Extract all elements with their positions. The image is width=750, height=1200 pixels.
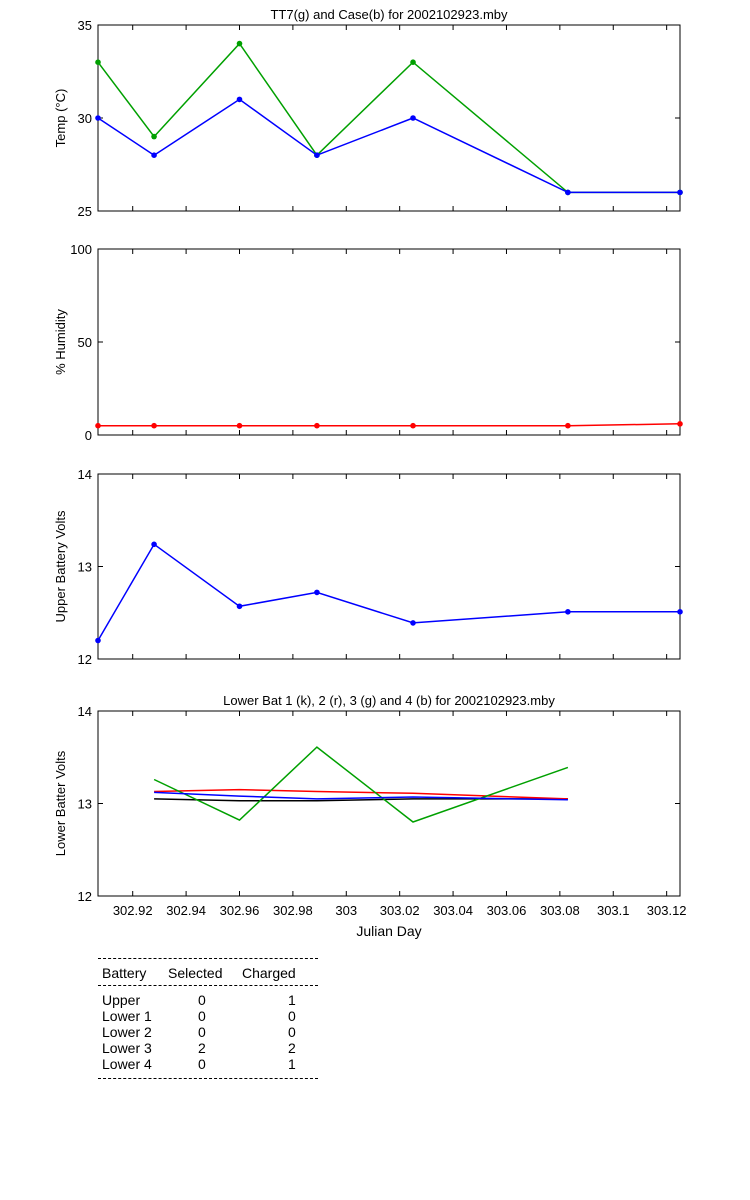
series-line <box>154 798 568 802</box>
y-tick-label: 25 <box>78 204 92 219</box>
data-point <box>151 541 157 548</box>
data-point <box>314 422 320 429</box>
header-battery: Battery <box>102 965 147 981</box>
x-tick-label: 302.96 <box>220 903 260 918</box>
y-tick-label: 14 <box>78 467 92 482</box>
battery-status-table: Battery Selected Charged Upper 0 1 Lower… <box>98 958 318 1079</box>
table-row: Upper 0 1 <box>98 992 318 1008</box>
data-point <box>677 189 683 196</box>
battery-name: Lower 1 <box>102 1008 152 1024</box>
series-line <box>97 42 680 194</box>
panel-3: 12 13 14 Upper Battery Volts <box>53 467 683 667</box>
data-point <box>565 609 571 615</box>
data-point <box>236 96 243 103</box>
plot-frame <box>97 24 681 212</box>
battery-name: Lower 3 <box>102 1040 152 1056</box>
series-line <box>154 791 568 801</box>
battery-name: Lower 2 <box>102 1024 152 1040</box>
charged-value: 0 <box>288 1024 296 1040</box>
y-tick-label: 13 <box>78 560 92 575</box>
selected-value: 0 <box>198 1056 206 1072</box>
y-tick-label: 12 <box>78 889 92 904</box>
data-point <box>236 40 243 47</box>
selected-value: 0 <box>198 992 206 1008</box>
x-tick-label: 303.06 <box>487 903 527 918</box>
x-axis-label: Julian Day <box>356 923 421 939</box>
charged-value: 1 <box>288 1056 296 1072</box>
y-tick-label: 0 <box>85 428 92 443</box>
series-line <box>154 788 568 800</box>
y-axis-label: Upper Battery Volts <box>53 510 68 622</box>
data-point <box>95 59 101 65</box>
data-point <box>236 422 243 429</box>
y-tick-label: 35 <box>78 18 92 33</box>
y-axis-label: Lower Batter Volts <box>53 750 68 856</box>
series-line <box>98 423 681 427</box>
panel-2: 0 50 100 % Humidity <box>53 242 683 443</box>
data-point <box>151 422 157 429</box>
chart-title: TT7(g) and Case(b) for 2002102923.mby <box>270 7 508 22</box>
header-charged: Charged <box>242 965 296 981</box>
x-tick-label: 302.92 <box>113 903 153 918</box>
table-row: Lower 2 0 0 <box>98 1024 318 1040</box>
data-point <box>151 133 157 140</box>
table-rule-top <box>98 958 318 959</box>
data-point <box>410 620 416 626</box>
table-header: Battery Selected Charged <box>98 959 318 985</box>
panel-1: 25 30 35 Temp (°C) TT7(g) and Case(b) for 20… <box>53 7 683 219</box>
data-point <box>565 189 571 196</box>
y-axis-label: % Humidity <box>53 309 68 375</box>
y-tick-label: 14 <box>78 704 92 719</box>
x-tick-label: 303.08 <box>540 903 580 918</box>
x-tick-label: 303.02 <box>380 903 420 918</box>
header-selected: Selected <box>168 965 223 981</box>
data-point <box>410 59 416 65</box>
x-tick-label: 303.12 <box>647 903 687 918</box>
chart-title: Lower Bat 1 (k), 2 (r), 3 (g) and 4 (b) … <box>223 693 555 708</box>
table-row: Lower 3 2 2 <box>98 1040 318 1056</box>
y-tick-label: 13 <box>78 797 92 812</box>
data-point <box>677 609 683 615</box>
data-point <box>410 115 416 121</box>
charged-value: 0 <box>288 1008 296 1024</box>
battery-name: Lower 4 <box>102 1056 152 1072</box>
data-point <box>410 422 416 429</box>
panel-4: 302.92 302.94 302.96 302.98 303 303.02 303.04 3… <box>53 693 687 939</box>
data-point <box>314 152 320 158</box>
data-point <box>565 422 571 429</box>
data-point <box>95 637 101 644</box>
y-axis-label: Temp (°C) <box>53 89 68 148</box>
selected-value: 0 <box>198 1024 206 1040</box>
x-tick-label: 302.98 <box>273 903 313 918</box>
data-point <box>95 115 101 121</box>
table-row: Lower 1 0 0 <box>98 1008 318 1024</box>
selected-value: 2 <box>198 1040 206 1056</box>
y-tick-label: 12 <box>78 652 92 667</box>
x-tick-label: 302.94 <box>166 903 206 918</box>
x-tick-label: 303 <box>335 903 357 918</box>
x-tick-label: 303.1 <box>597 903 630 918</box>
series-line <box>97 98 680 194</box>
data-point <box>151 152 157 158</box>
series-line <box>97 543 680 641</box>
y-tick-label: 50 <box>78 335 92 350</box>
data-point <box>677 421 683 427</box>
figure: 25 30 35 Temp (°C) TT7(g) and Case(b) for 20… <box>53 7 687 939</box>
data-point <box>314 589 320 596</box>
y-tick-label: 30 <box>78 111 92 126</box>
plot-frame <box>97 248 681 436</box>
battery-name: Upper <box>102 992 141 1008</box>
table-rule-mid <box>98 985 318 986</box>
y-tick-label: 100 <box>70 242 92 257</box>
table-row: Lower 4 0 1 <box>98 1056 318 1072</box>
table-rule-bottom <box>98 1078 318 1079</box>
charged-value: 2 <box>288 1040 296 1056</box>
series-line <box>153 746 569 823</box>
charged-value: 1 <box>288 992 296 1008</box>
x-tick-label: 303.04 <box>433 903 473 918</box>
data-point <box>95 422 101 429</box>
selected-value: 0 <box>198 1008 206 1024</box>
data-point <box>236 603 243 610</box>
